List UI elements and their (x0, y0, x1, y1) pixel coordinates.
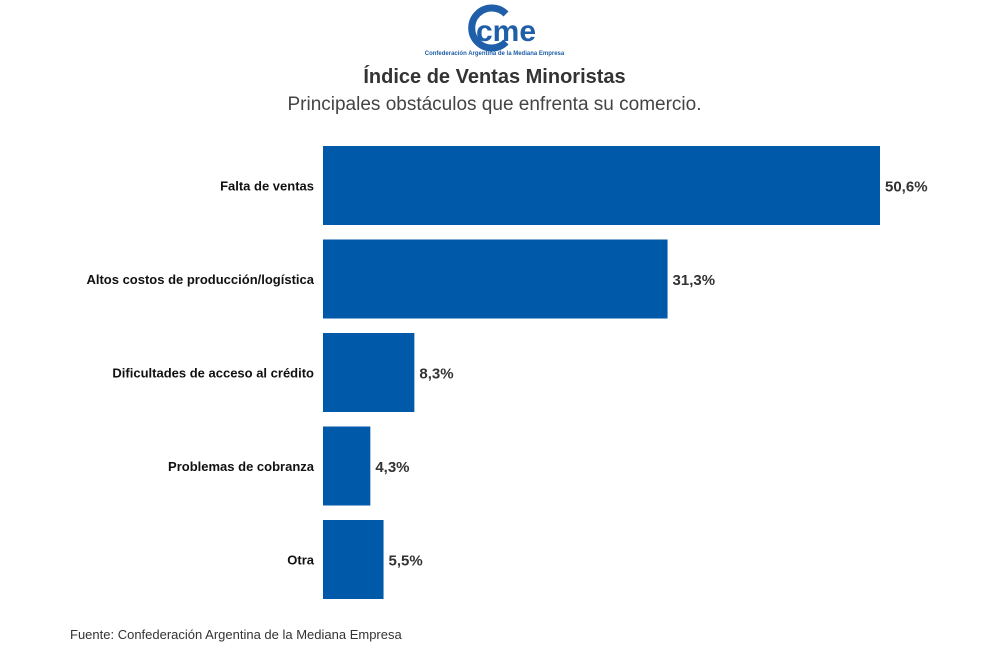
chart-title: Índice de Ventas Minoristas (363, 66, 626, 88)
bar-1 (323, 239, 668, 319)
source-footer: Fuente: Confederación Argentina de la Me… (70, 627, 402, 642)
bar-4 (323, 520, 384, 599)
category-label-0: Falta de ventas (220, 179, 314, 194)
bar-chart: Falta de ventas 50,6% Altos costos de prod… (86, 146, 928, 599)
bar-0 (323, 146, 880, 225)
bar-3 (323, 426, 371, 506)
value-label-1: 31,3% (673, 272, 716, 289)
value-label-3: 4,3% (375, 459, 409, 476)
logo-wordmark: cme (476, 15, 536, 48)
value-label-4: 5,5% (389, 553, 423, 570)
chart-subtitle: Principales obstáculos que enfrenta su c… (287, 94, 702, 115)
value-label-2: 8,3% (419, 366, 453, 383)
category-label-3: Problemas de cobranza (168, 459, 315, 474)
category-label-4: Otra (287, 553, 315, 568)
category-label-2: Dificultades de acceso al crédito (112, 366, 314, 381)
came-logo: cme (468, 4, 536, 52)
logo-subtitle: Confederación Argentina de la Mediana Em… (424, 51, 565, 57)
value-label-0: 50,6% (885, 179, 928, 196)
bar-2 (323, 333, 415, 412)
category-label-1: Altos costos de producción/logística (86, 272, 314, 287)
